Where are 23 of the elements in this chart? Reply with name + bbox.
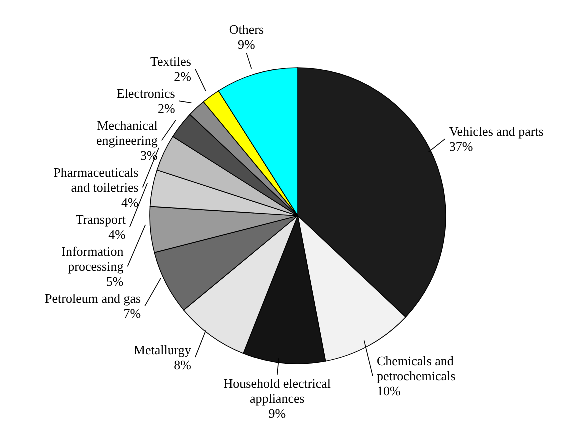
slice-label: Electronics	[116, 86, 176, 102]
data-label: 2%	[158, 101, 176, 116]
data-label: 2%	[174, 69, 192, 84]
data-label: 9%	[238, 37, 256, 52]
data-label: 7%	[124, 306, 142, 322]
slice-label: Mechanical engineering	[96, 118, 158, 148]
slice-label: Metallurgy	[134, 342, 192, 358]
data-label: 10%	[376, 384, 401, 399]
slice-label: Pharmaceuticals and toiletries	[54, 165, 139, 196]
data-label: 9%	[268, 406, 286, 422]
data-label: 4%	[108, 227, 126, 242]
data-label: 8%	[174, 357, 192, 372]
slice-label: Petroleum and gas	[45, 291, 142, 306]
data-label: 5%	[106, 274, 124, 290]
slice-label: Transport	[76, 212, 126, 228]
slice-label: Information processing	[62, 244, 124, 274]
slice-label: Vehicles and parts	[449, 124, 544, 140]
data-label: 37%	[449, 139, 474, 154]
slice-label: Others	[229, 22, 264, 38]
slice-label: Textiles	[150, 54, 192, 70]
data-label: 4%	[121, 195, 139, 210]
slice-label: Household electrical appliances	[224, 376, 332, 406]
slice-label: Chemicals and petrochemicals	[376, 354, 456, 384]
